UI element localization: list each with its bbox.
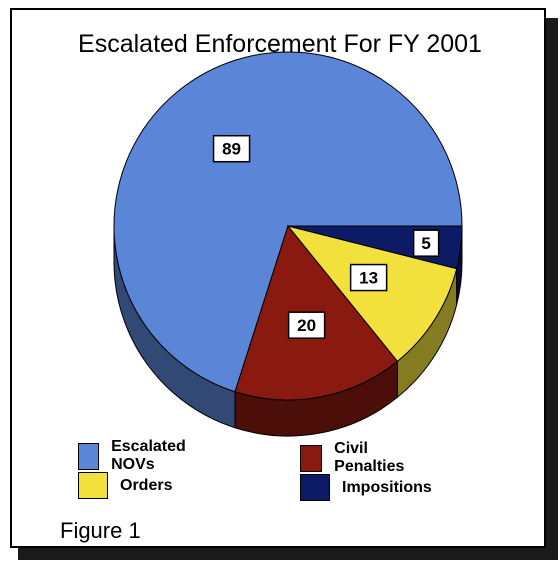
legend-label-civil-penalties: Civil Penalties [334,440,405,475]
frame-shadow-bottom [18,548,558,560]
data-label-civil-penalties: 20 [297,316,316,335]
pie-slice-orders [286,225,458,362]
frame-shadow-right [546,18,558,554]
legend-item-orders: Orders [78,472,172,499]
data-label-box-orders [349,263,388,292]
data-label-escalated-novs: 89 [222,140,241,159]
data-label-box-impositions [412,229,440,257]
figure-label: Figure 1 [60,518,141,543]
legend-item-civil-penalties: Civil Penalties [300,440,412,476]
legend-label-impositions: Impositions [342,478,432,496]
legend-swatch-escalated-novs [78,442,100,470]
legend-item-escalated-novs: Escalated NOVs [78,438,195,474]
legend-label-orders: Orders [120,476,173,494]
data-label-orders: 13 [359,269,378,288]
legend-swatch-orders [78,472,108,499]
legend-label-escalated-novs: Escalated NOVs [111,438,186,473]
legend-item-impositions: Impositions [300,474,432,501]
pie-slice-escalated-novs [113,51,463,393]
legend-swatch-impositions [300,474,330,501]
legend-swatch-civil-penalties [300,444,323,472]
data-label-box-civil-penalties [287,311,326,339]
data-label-box-escalated-novs [212,134,251,163]
data-label-impositions: 5 [421,234,430,253]
